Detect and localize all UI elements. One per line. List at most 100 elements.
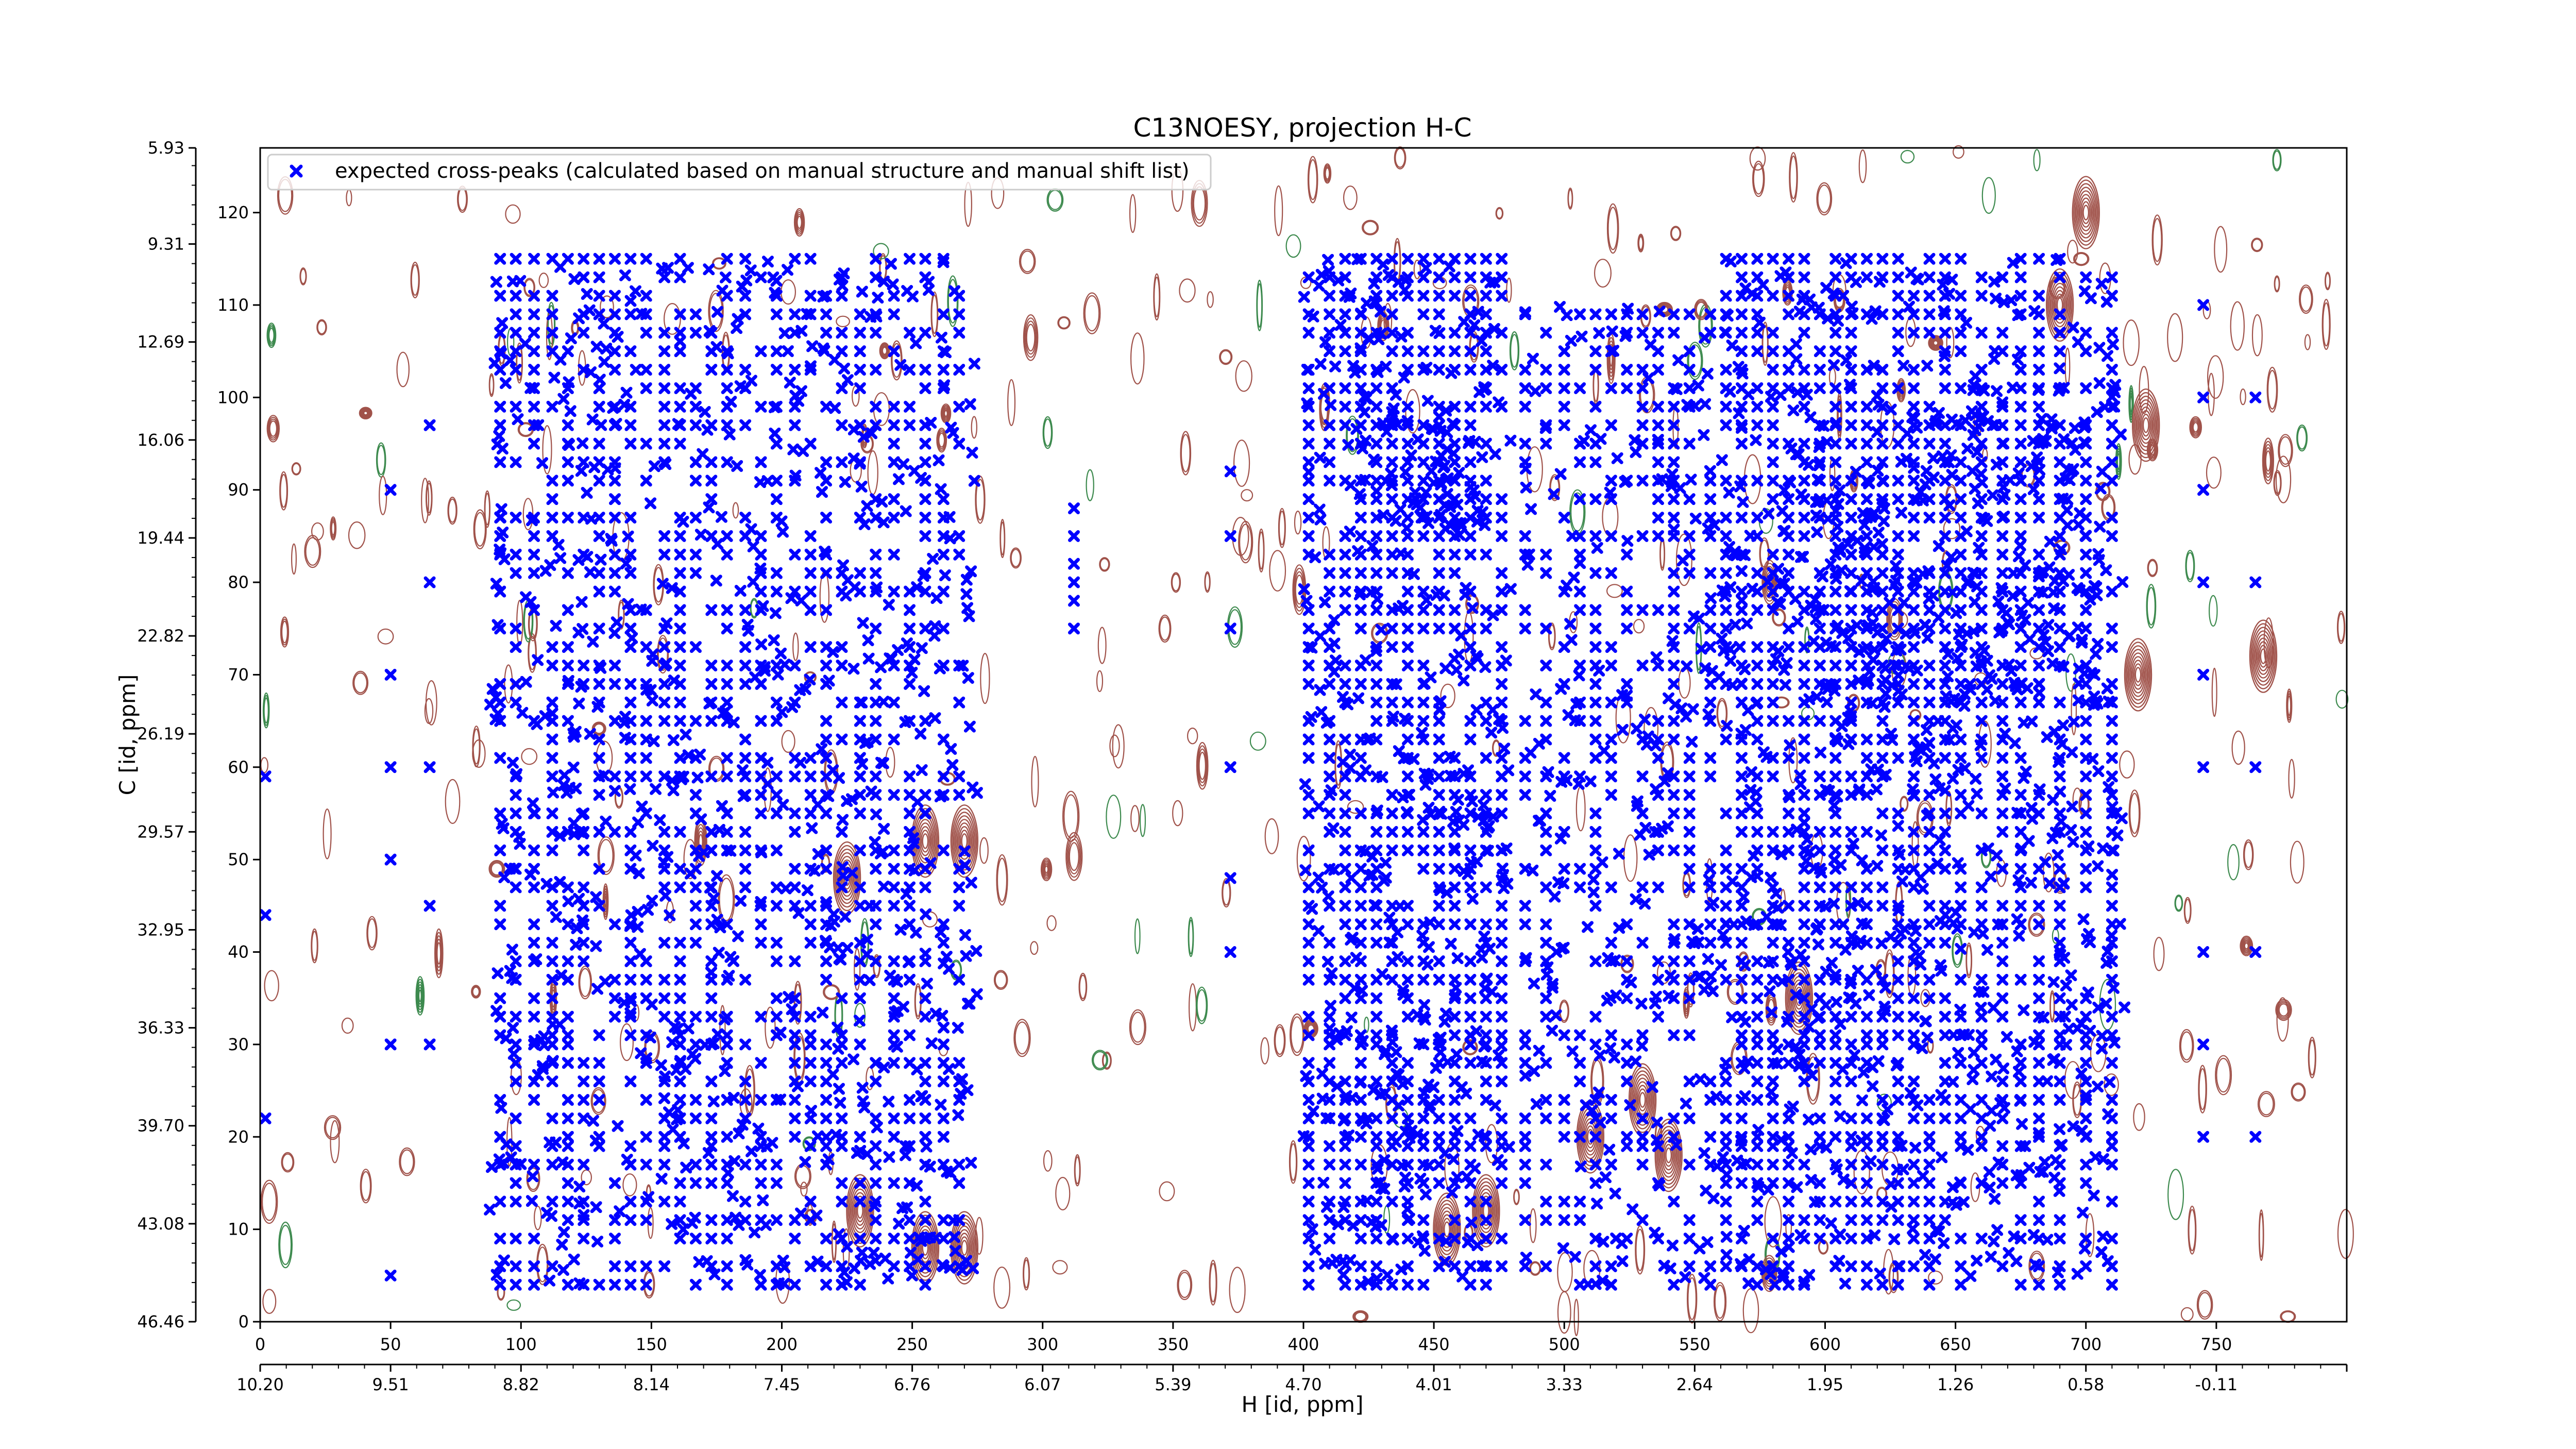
cross-peak-marker bbox=[754, 1269, 766, 1281]
contour-line bbox=[1308, 159, 1318, 200]
cross-peak-marker bbox=[721, 696, 733, 709]
cross-peak-marker bbox=[1892, 475, 1904, 487]
cross-peak-marker bbox=[689, 1278, 702, 1291]
cross-peak-marker bbox=[1574, 1195, 1586, 1208]
cross-peak-marker bbox=[510, 548, 522, 561]
cross-peak-marker bbox=[1783, 937, 1795, 949]
cross-peak-marker bbox=[528, 327, 540, 339]
cross-peak-marker bbox=[1589, 363, 1602, 376]
cross-peak-marker bbox=[1621, 1038, 1633, 1051]
cross-peak-marker bbox=[1939, 992, 1951, 1004]
cross-peak-marker bbox=[1923, 696, 1936, 709]
contour-line bbox=[1239, 524, 1252, 561]
cross-peak-marker bbox=[546, 493, 558, 506]
contour-line bbox=[2208, 595, 2218, 627]
cross-peak-marker bbox=[1720, 1195, 1732, 1208]
contour-line bbox=[1233, 440, 1250, 487]
cross-peak-marker bbox=[1798, 678, 1810, 690]
cross-peak-marker bbox=[528, 290, 540, 302]
cross-peak-marker bbox=[755, 638, 768, 651]
contour-line bbox=[1044, 865, 1049, 873]
cross-peak-marker bbox=[1704, 641, 1717, 653]
cross-peak-marker bbox=[888, 1112, 900, 1124]
cross-peak-marker bbox=[1540, 1214, 1552, 1226]
cross-peak-marker bbox=[506, 756, 519, 769]
cross-peak-marker bbox=[624, 511, 637, 524]
cross-peak-marker bbox=[1299, 864, 1312, 877]
contour-line bbox=[2240, 935, 2253, 956]
cross-peak-marker bbox=[1480, 252, 1492, 265]
cross-peak-marker bbox=[899, 1149, 911, 1161]
cross-peak-marker bbox=[870, 252, 882, 265]
cross-peak-marker bbox=[1751, 475, 1764, 487]
cross-peak-marker bbox=[770, 437, 783, 450]
cross-peak-marker bbox=[1751, 1278, 1764, 1291]
cross-peak-marker bbox=[919, 1195, 931, 1208]
cross-peak-marker bbox=[854, 327, 866, 339]
cross-peak-marker bbox=[1574, 1029, 1586, 1041]
cross-peak-marker bbox=[1975, 973, 1988, 986]
contour-line bbox=[363, 411, 368, 416]
cross-peak-marker bbox=[1876, 881, 1889, 894]
contour-line bbox=[2104, 1073, 2119, 1096]
cross-peak-marker bbox=[1503, 1141, 1515, 1153]
contour-line bbox=[2116, 453, 2121, 470]
cross-peak-marker bbox=[640, 1214, 652, 1226]
cross-peak-marker bbox=[1652, 511, 1664, 524]
cross-peak-marker bbox=[640, 437, 652, 450]
cross-peak-marker bbox=[1798, 789, 1810, 801]
cross-peak-marker bbox=[770, 275, 783, 287]
cross-peak-marker bbox=[1464, 1038, 1477, 1051]
cross-peak-marker bbox=[562, 1094, 574, 1106]
cross-peak-marker bbox=[1302, 937, 1315, 949]
cross-peak-marker bbox=[624, 548, 637, 561]
contour-line bbox=[1158, 614, 1172, 643]
contour-line bbox=[834, 845, 860, 912]
cross-peak-marker bbox=[1324, 567, 1336, 579]
cross-peak-marker bbox=[1720, 400, 1732, 413]
cross-peak-marker bbox=[1302, 1158, 1315, 1171]
cross-peak-marker bbox=[726, 1190, 739, 1202]
cross-peak-marker bbox=[1767, 844, 1779, 856]
contour-line bbox=[2243, 839, 2254, 870]
cross-peak-marker bbox=[1704, 493, 1717, 506]
cross-peak-marker bbox=[658, 327, 671, 339]
contour-line bbox=[1024, 317, 1038, 358]
contour-line bbox=[1762, 563, 1777, 602]
cross-peak-marker bbox=[861, 500, 873, 512]
contour-line bbox=[1687, 342, 1703, 380]
cross-peak-marker bbox=[1464, 327, 1477, 339]
cross-peak-marker bbox=[546, 992, 558, 1004]
cross-peak-marker bbox=[546, 345, 558, 358]
contour-line bbox=[2140, 410, 2152, 441]
cross-peak-marker bbox=[1829, 345, 1842, 358]
cross-peak-marker bbox=[1339, 918, 1351, 931]
cross-peak-marker bbox=[1751, 567, 1764, 579]
cross-peak-marker bbox=[689, 308, 702, 321]
cross-peak-marker bbox=[1464, 1195, 1477, 1208]
cross-peak-marker bbox=[1698, 429, 1710, 441]
cross-peak-marker bbox=[689, 475, 702, 487]
cross-peak-marker bbox=[854, 844, 866, 856]
cross-peak-marker bbox=[1448, 653, 1461, 665]
cross-peak-marker bbox=[528, 567, 540, 579]
cross-peak-marker bbox=[674, 641, 686, 653]
contour-line bbox=[1042, 416, 1053, 449]
cross-peak-marker bbox=[1464, 419, 1477, 431]
cross-peak-marker bbox=[499, 377, 512, 389]
cross-peak-marker bbox=[721, 1233, 733, 1245]
cross-peak-marker bbox=[2033, 900, 2045, 912]
cross-peak-marker bbox=[1975, 881, 1988, 894]
cross-peak-marker bbox=[1736, 327, 1748, 339]
cross-peak-marker bbox=[1668, 1195, 1680, 1208]
cross-peak-marker bbox=[1558, 382, 1570, 394]
cross-peak-marker bbox=[674, 937, 686, 949]
cross-peak-marker bbox=[1845, 400, 1857, 413]
cross-peak-marker bbox=[570, 938, 582, 951]
cross-peak-marker bbox=[691, 771, 704, 784]
cross-peak-marker bbox=[1496, 327, 1508, 339]
cross-peak-marker bbox=[760, 1219, 772, 1231]
cross-peak-marker bbox=[640, 382, 652, 394]
cross-peak-marker bbox=[919, 493, 931, 506]
cross-peak-marker bbox=[528, 937, 540, 949]
